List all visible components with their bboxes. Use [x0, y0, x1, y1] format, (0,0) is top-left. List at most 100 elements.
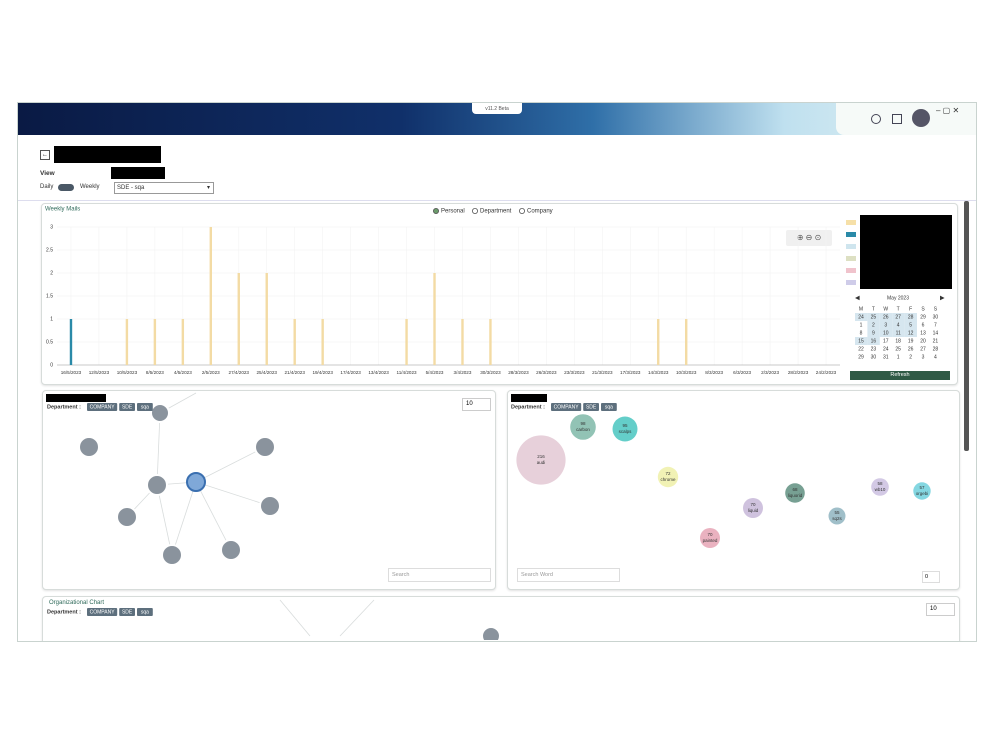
calendar-day[interactable]: 15 [858, 338, 864, 344]
daily-label: Daily [40, 184, 54, 190]
calendar-day[interactable]: 28 [933, 346, 939, 352]
tag-bg [551, 403, 582, 411]
page-size-select[interactable]: 10 [462, 398, 491, 411]
radio-label: Company [527, 209, 553, 215]
redacted [54, 146, 161, 163]
x-tick-label: 3/4/2023 [454, 370, 472, 375]
calendar-day[interactable]: 30 [871, 354, 877, 360]
radio[interactable] [471, 207, 478, 214]
window-controls[interactable]: – ▢ ✕ [936, 106, 960, 115]
calendar-day[interactable]: 17 [883, 338, 889, 344]
back-button[interactable]: ← [40, 150, 50, 160]
settings-icon[interactable] [871, 114, 881, 124]
weekday: S [921, 306, 925, 312]
filter-label: Department : [47, 609, 81, 615]
calendar-day[interactable]: 3 [884, 322, 887, 328]
calendar-day[interactable]: 5 [909, 322, 912, 328]
filter-label: Department : [511, 404, 545, 410]
calendar-day[interactable]: 1 [860, 322, 863, 328]
word-bubble[interactable] [828, 507, 846, 525]
word-bubble[interactable] [612, 416, 638, 442]
calendar-day[interactable]: 1 [897, 354, 900, 360]
calendar-day[interactable]: 28 [908, 314, 914, 320]
calendar-day[interactable]: 9 [872, 330, 875, 336]
word-bubble[interactable] [743, 498, 763, 518]
word-count: 98 [580, 421, 586, 426]
word-bubble[interactable] [871, 478, 889, 496]
word: carbon [576, 427, 590, 432]
word-count: 58 [877, 481, 883, 486]
calendar-day[interactable]: 3 [922, 354, 925, 360]
word-bubble[interactable] [785, 483, 805, 503]
calendar-day[interactable]: 4 [934, 354, 937, 360]
logout-icon[interactable] [892, 114, 902, 124]
x-tick-label: 16/5/2023 [61, 370, 82, 375]
bar [153, 319, 157, 365]
day-highlight [904, 329, 917, 337]
calendar-day[interactable]: 18 [895, 338, 901, 344]
calendar-day[interactable]: 21 [933, 338, 939, 344]
bar [209, 227, 213, 365]
calendar-day[interactable]: 2 [909, 354, 912, 360]
search-box[interactable]: Search Word [517, 568, 620, 582]
calendar-day[interactable]: 20 [920, 338, 926, 344]
word-bubble[interactable] [700, 528, 720, 548]
toggle[interactable] [58, 184, 74, 191]
calendar-day[interactable]: 10 [883, 330, 889, 336]
x-tick-label: 26/3/2023 [536, 370, 557, 375]
calendar-day[interactable]: 22 [858, 346, 864, 352]
calendar-day[interactable]: 8 [860, 330, 863, 336]
search-box[interactable]: Search [388, 568, 491, 582]
calendar-day[interactable]: 26 [908, 346, 914, 352]
calendar-day[interactable]: 25 [895, 346, 901, 352]
page-size-select[interactable]: 10 [926, 603, 955, 616]
radio[interactable] [432, 207, 439, 214]
avatar[interactable] [912, 109, 930, 127]
calendar-day[interactable]: 27 [920, 346, 926, 352]
calendar-day[interactable]: 30 [933, 314, 939, 320]
word-bubble[interactable] [913, 482, 931, 500]
calendar-day[interactable]: 16 [871, 338, 877, 344]
calendar-day[interactable]: 11 [896, 330, 901, 336]
y-tick-label: 0.5 [46, 339, 53, 345]
calendar-day[interactable]: 24 [883, 346, 889, 352]
y-tick-label: 0 [50, 362, 53, 368]
calendar-day[interactable]: 19 [908, 338, 914, 344]
calendar-day[interactable]: 31 [883, 354, 889, 360]
calendar-day[interactable]: 7 [934, 322, 937, 328]
word: sq2s [832, 516, 842, 521]
refresh-button[interactable]: Refresh [850, 371, 950, 380]
team-select[interactable]: SDE - sqa ▾ [114, 182, 214, 194]
calendar-day[interactable]: 13 [920, 330, 926, 336]
bar [293, 319, 296, 365]
calendar-day[interactable]: 2 [872, 322, 875, 328]
calendar-day[interactable]: 6 [922, 322, 925, 328]
calendar-day[interactable]: 12 [908, 330, 914, 336]
y-tick-label: 1.5 [46, 293, 53, 299]
word-bubble[interactable] [657, 466, 679, 488]
calendar-day[interactable]: 29 [858, 354, 864, 360]
zoom-tools[interactable]: ⊕ ⊖ ⊙ [786, 230, 832, 246]
calendar-day[interactable]: 23 [871, 346, 877, 352]
radio-label: Personal [441, 209, 465, 215]
calendar-prev[interactable]: ◀ [855, 296, 860, 302]
calendar-day[interactable]: 24 [858, 314, 864, 320]
word-count: 57 [919, 485, 925, 490]
calendar-next[interactable]: ▶ [940, 296, 945, 302]
scrollbar[interactable] [964, 201, 969, 451]
count-box: 0 [922, 571, 940, 583]
x-tick-label: 8/3/2023 [705, 370, 723, 375]
calendar-day[interactable]: 27 [895, 314, 901, 320]
x-tick-label: 13/4/2023 [368, 370, 389, 375]
network-nodes[interactable] [78, 403, 501, 640]
calendar-day[interactable]: 14 [933, 330, 939, 336]
word-bubble[interactable] [570, 414, 596, 440]
word-bubble[interactable] [516, 435, 566, 485]
calendar-day[interactable]: 29 [920, 314, 926, 320]
calendar-day[interactable]: 4 [897, 322, 900, 328]
calendar-day[interactable]: 25 [871, 314, 877, 320]
radio[interactable] [519, 207, 526, 214]
x-tick-label: 2/3/2023 [761, 370, 779, 375]
calendar-day[interactable]: 26 [883, 314, 889, 320]
tag-bg [583, 403, 599, 411]
